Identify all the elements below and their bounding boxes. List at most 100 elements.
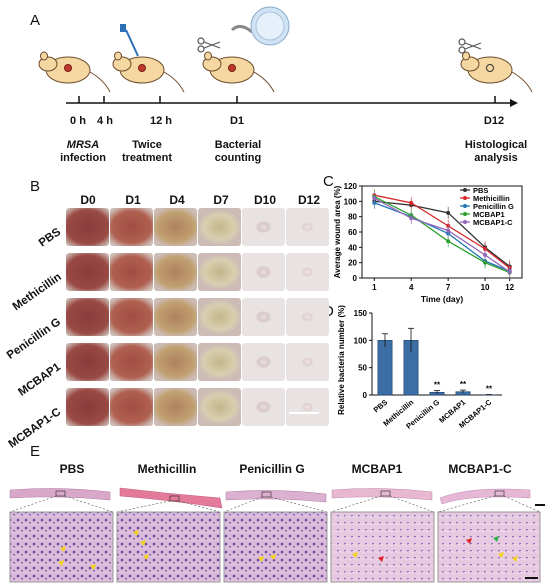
wound-photo (154, 253, 197, 291)
data-point (446, 239, 451, 244)
wound-photo (242, 253, 285, 291)
day-header: D10 (253, 193, 276, 207)
mouse-illustration-3 (202, 51, 275, 93)
y-tick-label: 80 (348, 213, 357, 222)
timeline-tick-label: 4 h (97, 115, 113, 127)
bacteria-bar-chart: 0 50 100 150 Relative bacteria number (%) PBS… (337, 305, 502, 431)
x-tick-label: 10 (481, 283, 490, 292)
histology-title: MCBAP1-C (448, 462, 512, 476)
wound-photo (110, 253, 153, 291)
x-axis-label: Time (day) (421, 294, 464, 304)
wound-photo (110, 208, 153, 246)
bar (377, 340, 393, 396)
mouse-illustration-4 (460, 51, 533, 93)
y-tick-label: 20 (348, 259, 357, 268)
legend-label: MCBAP1 (473, 210, 505, 219)
histology-figure (9, 487, 545, 583)
y-tick-label: 60 (348, 228, 357, 237)
legend-marker (463, 212, 467, 216)
panel-letter-e: E (30, 443, 41, 460)
wound-photo (154, 388, 197, 426)
legend-label: MCBAP1-C (473, 218, 513, 227)
wound-photo (286, 388, 329, 426)
y-tick-label: 0 (353, 274, 358, 283)
group-label: Methicillin (10, 271, 64, 314)
y-axis-label: Average wound area (%) (333, 185, 342, 278)
x-tick-label: 7 (446, 283, 451, 292)
histology-title: Methicillin (137, 462, 197, 476)
histology-title: MCBAP1 (351, 462, 403, 476)
day-header: D0 (80, 193, 96, 207)
x-tick-label: PBS (372, 398, 390, 415)
wound-photo (242, 388, 285, 426)
group-label: Penicillin G (5, 316, 64, 362)
timeline-tick-label: 12 h (149, 115, 172, 127)
y-axis-label: Relative bacteria number (%) (337, 305, 346, 415)
histology-zoom-panels (9, 511, 541, 583)
day-header: D12 (297, 193, 320, 207)
y-tick-label: 100 (344, 197, 358, 206)
wound-photo (66, 343, 109, 381)
x-tick-label: 1 (372, 283, 377, 292)
panel-letter-b: B (30, 178, 41, 195)
timeline-arrowhead (510, 99, 518, 107)
zoom-boxes (55, 490, 505, 502)
timeline-diagram (38, 6, 533, 107)
wound-photo (110, 298, 153, 336)
wound-photo (286, 343, 329, 381)
y-tick-label: 40 (348, 243, 357, 252)
histology-title: Penicillin G (239, 462, 305, 476)
scale-bar (289, 412, 319, 414)
day-header: D4 (169, 193, 185, 207)
timeline-event-histology: Histological analysis (464, 139, 528, 164)
panel-letter-c: C (323, 173, 334, 190)
wound-area-line-chart: 0 20 40 60 80 100 120 1 4 7 10 12 Time (day) Average … (333, 182, 523, 304)
x-tick-label: 12 (505, 283, 514, 292)
wound-photo (66, 388, 109, 426)
significance-label: ** (434, 381, 441, 390)
timeline-tick-label: D12 (483, 115, 505, 127)
wound-photo (110, 343, 153, 381)
wound-photo (242, 298, 285, 336)
panel-letter-a: A (30, 12, 41, 29)
data-point (372, 196, 377, 201)
transfer-arrow-icon (230, 25, 253, 34)
data-point (483, 253, 488, 257)
data-point (409, 200, 414, 205)
wound-photo (286, 253, 329, 291)
wound-photo (154, 343, 197, 381)
wound-photo (154, 298, 197, 336)
wound-photo (154, 208, 197, 246)
data-point (409, 216, 414, 221)
wound-photo (66, 253, 109, 291)
legend-marker (463, 196, 467, 200)
wound-photo (198, 343, 241, 381)
mouse-illustration-1 (38, 51, 111, 93)
significance-label: ** (486, 385, 493, 394)
arrow-markers (58, 530, 518, 570)
timeline-tick-label: D1 (229, 115, 245, 127)
mouse-illustration-2 (112, 24, 185, 93)
scissors-icon (458, 38, 482, 54)
day-header: D1 (125, 193, 141, 207)
legend-marker (463, 204, 467, 208)
y-tick-label: 100 (354, 336, 368, 345)
scissors-icon (197, 37, 221, 53)
legend-label: PBS (473, 186, 488, 195)
x-tick-label: 4 (409, 283, 414, 292)
zoom-lines (9, 495, 541, 513)
legend-label: Methicillin (473, 194, 510, 203)
y-tick-label: 50 (358, 364, 367, 373)
significance-label: ** (460, 380, 467, 389)
data-point (483, 246, 488, 251)
histology-title: PBS (59, 462, 85, 476)
petri-dish-icon (250, 6, 290, 46)
group-label: MCBAP1 (16, 361, 64, 399)
timeline-event-counting: Bacterial counting (214, 139, 262, 164)
histology-overview (9, 487, 531, 509)
timeline-event-mrsa: MRSA infection (60, 139, 106, 164)
y-tick-label: 150 (354, 309, 368, 318)
group-label: PBS (37, 226, 64, 250)
legend-label: Penicillin G (473, 202, 514, 211)
wound-photo (110, 388, 153, 426)
